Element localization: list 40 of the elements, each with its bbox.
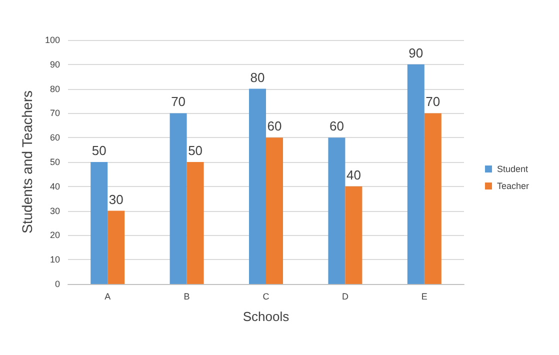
data-label: 80: [250, 70, 265, 85]
bar: [170, 113, 187, 284]
legend-label: Student: [496, 164, 529, 174]
data-label: 50: [92, 143, 106, 158]
data-label: 60: [267, 118, 282, 134]
y-tick-label: 60: [50, 132, 60, 143]
data-label: 50: [188, 143, 203, 158]
bar: [90, 162, 108, 284]
data-label: 60: [329, 118, 344, 134]
data-label: 30: [108, 192, 124, 207]
x-tick-label: C: [262, 292, 270, 302]
x-tick-label: B: [184, 292, 190, 302]
data-label: 40: [346, 167, 361, 182]
y-tick-label: 70: [50, 108, 60, 118]
bar: [186, 162, 204, 284]
bar: [108, 210, 125, 284]
bar: [424, 113, 442, 284]
bar: [328, 138, 346, 284]
data-label: 70: [426, 94, 440, 110]
y-tick-label: 10: [50, 254, 60, 265]
y-tick-label: 100: [44, 35, 60, 45]
bar: [407, 64, 424, 284]
y-tick-label: 50: [50, 157, 60, 167]
bar: [345, 186, 362, 284]
x-tick-label: D: [342, 292, 349, 302]
x-tick-label: A: [104, 292, 111, 302]
data-label: 70: [171, 94, 186, 110]
data-label: 90: [408, 45, 424, 60]
y-tick-label: 20: [50, 230, 60, 240]
y-tick-label: 90: [50, 59, 60, 70]
bar: [249, 88, 266, 284]
y-axis-title: Students and Teachers: [19, 90, 36, 234]
y-tick-label: 80: [50, 84, 60, 94]
y-tick-label: 30: [50, 206, 60, 216]
y-tick-label: 40: [50, 181, 60, 192]
x-tick-label: E: [421, 292, 428, 302]
x-axis-title: Schools: [242, 309, 290, 324]
y-tick-label: 0: [54, 279, 60, 289]
bar: [266, 138, 283, 284]
legend-label: Teacher: [496, 181, 530, 191]
